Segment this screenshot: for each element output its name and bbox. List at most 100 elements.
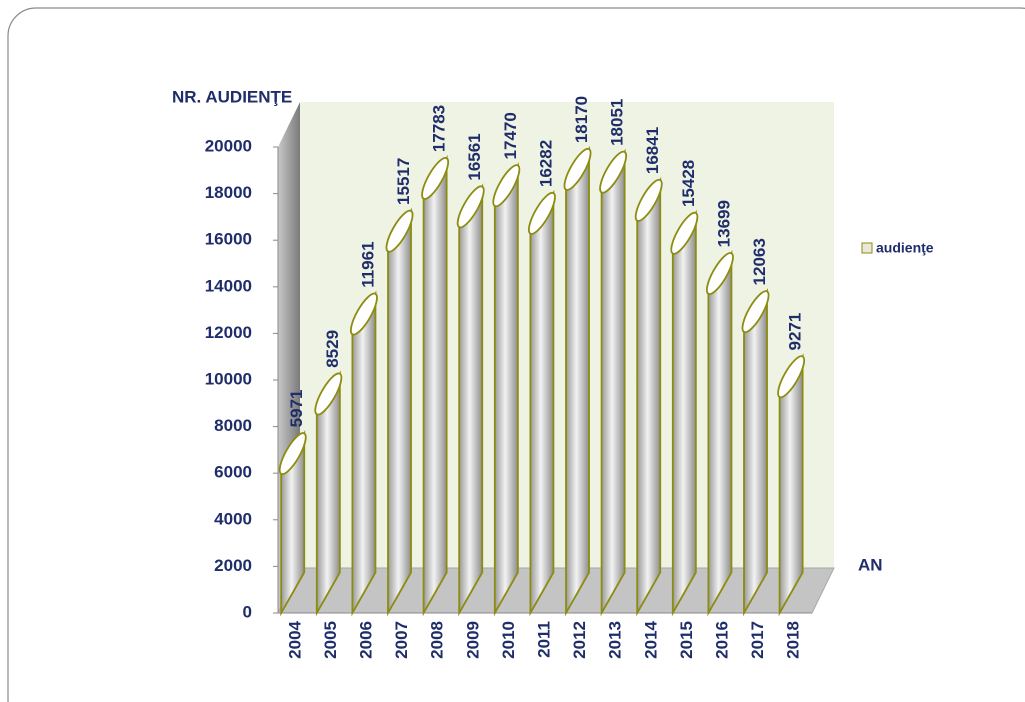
- value-label: 17783: [430, 105, 449, 152]
- y-tick-label: 18000: [205, 183, 252, 202]
- bar-base: [316, 572, 341, 614]
- y-axis-title: NR. AUDIENŢE: [172, 87, 292, 106]
- bar-base: [743, 572, 768, 614]
- bar-base: [423, 572, 448, 614]
- legend-label: audienţe: [876, 240, 934, 256]
- bar-base: [707, 572, 732, 614]
- bar-base: [494, 572, 519, 614]
- bar-base: [636, 572, 661, 614]
- bar-top: [456, 185, 485, 229]
- bar-top: [421, 156, 450, 200]
- x-tick-label: 2008: [428, 621, 447, 659]
- bar: [527, 189, 556, 617]
- value-label: 8529: [323, 330, 342, 368]
- value-label: 18170: [572, 96, 591, 143]
- bar-body: [387, 207, 412, 617]
- bar-body: [743, 288, 768, 617]
- value-label: 11961: [358, 241, 377, 287]
- bar-body: [529, 189, 555, 617]
- x-tick-label: 2018: [784, 621, 803, 659]
- bar: [741, 288, 770, 617]
- value-label: 13699: [714, 200, 733, 247]
- bar: [456, 183, 485, 617]
- bar: [599, 148, 628, 617]
- x-tick-label: 2011: [534, 621, 553, 658]
- bar-top: [563, 147, 592, 191]
- bar-top: [741, 290, 770, 334]
- bar-top: [278, 432, 307, 476]
- value-label: 15517: [394, 158, 413, 205]
- bar-base: [529, 572, 554, 614]
- bar-top: [349, 292, 378, 336]
- y-tick-label: 20000: [205, 136, 252, 155]
- bar-top: [314, 372, 343, 416]
- x-tick-label: 2015: [677, 621, 696, 659]
- bar: [563, 145, 592, 617]
- bar-top: [634, 178, 663, 222]
- bar-base: [280, 572, 305, 614]
- bar-body: [600, 148, 626, 617]
- value-label: 9271: [786, 313, 805, 351]
- x-tick-label: 2005: [321, 621, 340, 659]
- y-tick-label: 4000: [214, 509, 252, 528]
- x-tick-label: 2006: [356, 621, 375, 659]
- x-tick-label: 2012: [570, 621, 589, 659]
- y-tick-label: 0: [243, 602, 252, 621]
- x-tick-label: 2007: [392, 621, 411, 659]
- bar: [492, 162, 521, 617]
- bar: [278, 429, 307, 617]
- value-label: 5971: [287, 390, 306, 428]
- y-tick-label: 12000: [205, 323, 252, 342]
- bar-body: [565, 145, 590, 617]
- frame: [7, 7, 1025, 702]
- y-tick-label: 2000: [214, 556, 252, 575]
- value-label: 12063: [750, 238, 769, 285]
- y-tick-label: 10000: [205, 369, 252, 388]
- x-tick-label: 2014: [641, 620, 660, 658]
- bar-body: [493, 162, 519, 617]
- bar-top: [385, 209, 414, 253]
- y-tick-label: 14000: [205, 276, 252, 295]
- bar-body: [671, 209, 697, 617]
- value-label: 17470: [501, 112, 520, 159]
- value-label: 16841: [643, 127, 662, 174]
- value-label: 16282: [536, 140, 555, 187]
- x-tick-label: 2009: [463, 621, 482, 659]
- bar-top: [777, 355, 806, 399]
- bar-base: [601, 572, 626, 614]
- bar-body: [458, 183, 484, 617]
- bar-body: [636, 176, 662, 617]
- bar-body: [707, 249, 733, 617]
- x-tick-label: 2004: [285, 620, 304, 658]
- bar-top: [705, 252, 734, 296]
- x-tick-label: 2013: [606, 621, 625, 659]
- bar-base: [779, 572, 804, 614]
- value-label: 18051: [608, 99, 627, 146]
- bar: [670, 209, 699, 617]
- x-axis-title: AN: [858, 555, 883, 574]
- value-label: 15428: [679, 160, 698, 207]
- bar: [634, 176, 663, 617]
- value-label: 16561: [465, 133, 484, 180]
- bar: [349, 290, 378, 617]
- bar: [421, 154, 450, 617]
- bar: [385, 207, 414, 617]
- bar: [777, 353, 806, 617]
- y-tick-label: 8000: [214, 416, 252, 435]
- bar-base: [387, 572, 412, 614]
- legend: audienţe: [861, 240, 934, 256]
- y-tick-label: 6000: [214, 463, 252, 482]
- x-tick-label: 2010: [499, 621, 518, 659]
- y-tick-label: 16000: [205, 230, 252, 249]
- bar-top: [527, 191, 556, 235]
- bar-base: [672, 572, 697, 614]
- x-tick-label: 2016: [712, 621, 731, 659]
- bar-top: [492, 164, 521, 208]
- bar-base: [458, 572, 483, 614]
- bar: [314, 370, 343, 617]
- x-tick-label: 2017: [748, 621, 767, 659]
- legend-swatch: [861, 242, 873, 254]
- bar: [705, 249, 734, 617]
